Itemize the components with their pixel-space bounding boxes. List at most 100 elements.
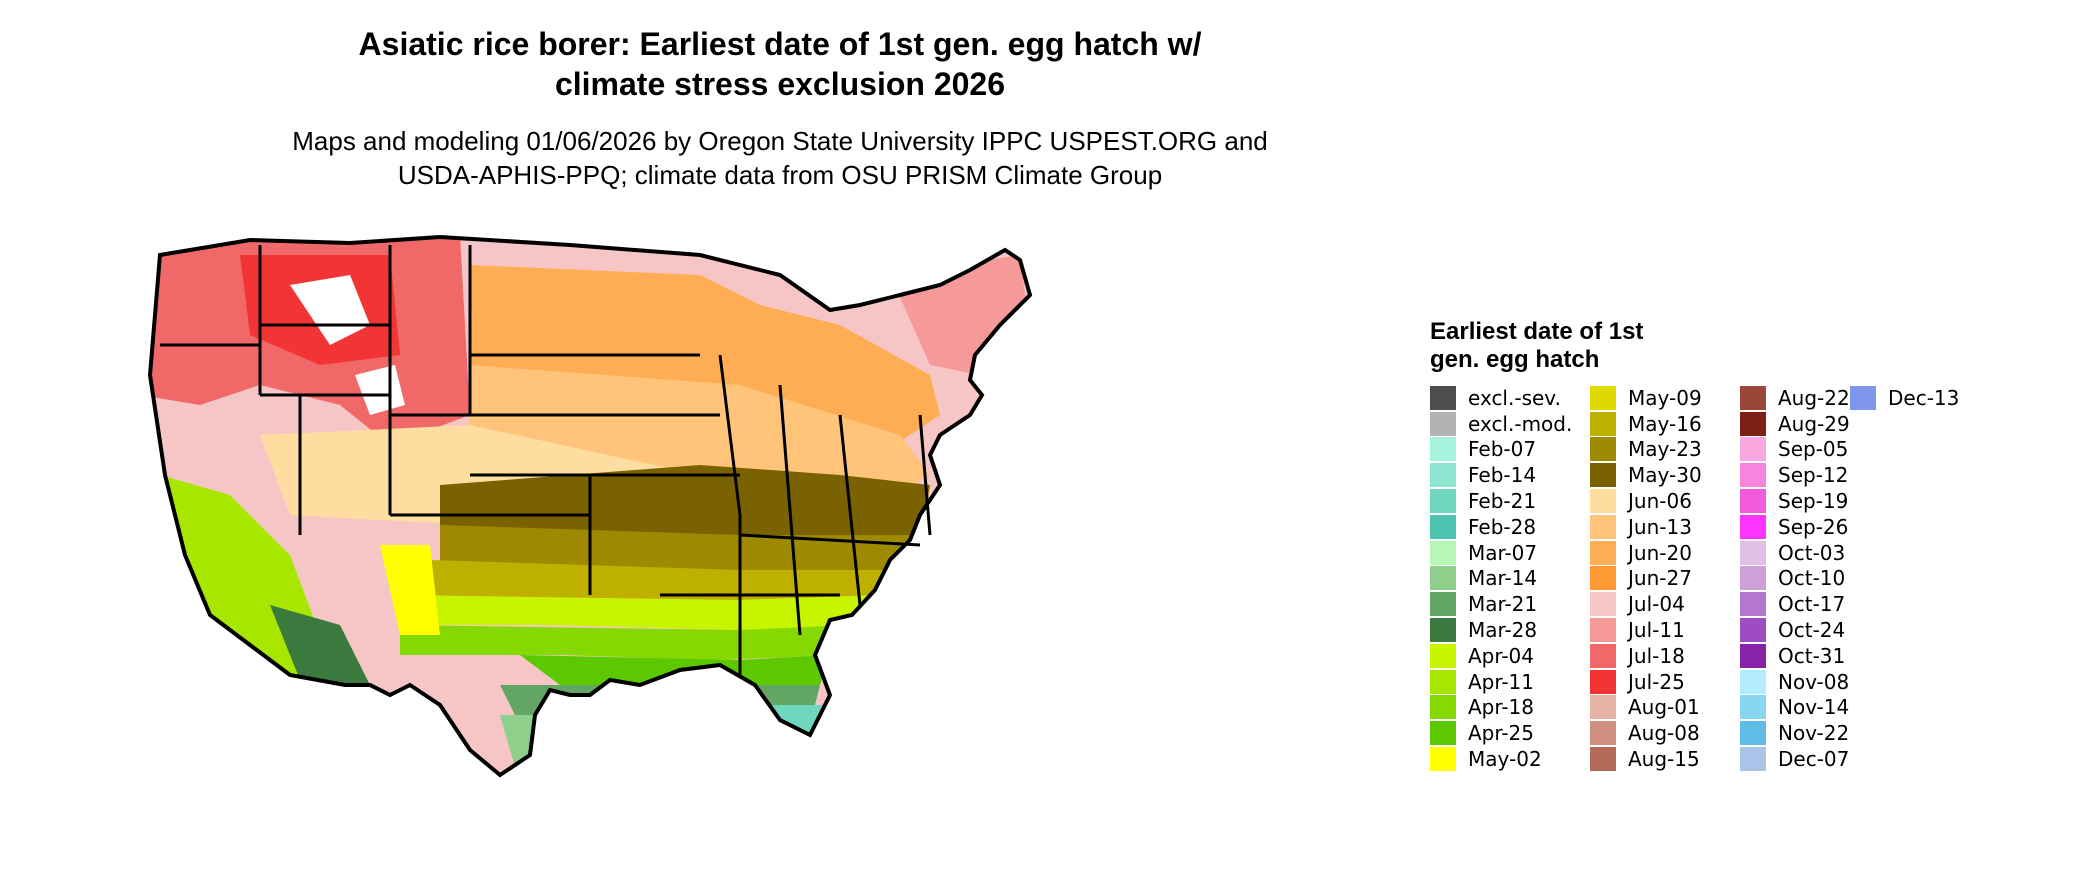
legend-label: May-23 bbox=[1628, 437, 1702, 462]
legend-item: May-09 bbox=[1590, 385, 1702, 411]
legend-item: Oct-03 bbox=[1740, 540, 1850, 566]
legend-label: Apr-11 bbox=[1468, 669, 1534, 694]
legend-label: Jun-27 bbox=[1628, 566, 1692, 591]
legend-label: Jul-18 bbox=[1628, 643, 1685, 668]
legend-item: Jul-04 bbox=[1590, 591, 1702, 617]
legend-swatch bbox=[1590, 437, 1616, 462]
legend-swatch bbox=[1590, 463, 1616, 488]
legend-label: Apr-25 bbox=[1468, 721, 1534, 746]
legend-swatch bbox=[1740, 592, 1766, 617]
us-egg-hatch-map bbox=[147, 234, 1033, 778]
legend-swatch bbox=[1740, 566, 1766, 591]
legend-columns: excl.-sev. excl.-mod. Feb-07 Feb-14 Feb-21 Fe… bbox=[1430, 385, 2070, 785]
legend-label: May-30 bbox=[1628, 463, 1702, 488]
legend-column-4: Dec-13 bbox=[1850, 385, 1959, 411]
legend-item: Apr-18 bbox=[1430, 695, 1572, 721]
legend-swatch bbox=[1740, 721, 1766, 746]
legend-label: Dec-13 bbox=[1888, 385, 1960, 410]
legend-swatch bbox=[1740, 695, 1766, 720]
legend-swatch bbox=[1740, 411, 1766, 436]
legend-label: Mar-28 bbox=[1468, 618, 1538, 643]
legend-item: Oct-17 bbox=[1740, 591, 1850, 617]
map-title: Asiatic rice borer: Earliest date of 1st… bbox=[260, 24, 1300, 104]
subtitle-line-1: Maps and modeling 01/06/2026 by Oregon S… bbox=[292, 126, 1268, 156]
legend-swatch bbox=[1430, 747, 1456, 772]
legend-swatch bbox=[1740, 437, 1766, 462]
legend-item: excl.-mod. bbox=[1430, 411, 1572, 437]
legend-swatch bbox=[1590, 489, 1616, 514]
legend-item: Mar-07 bbox=[1430, 540, 1572, 566]
legend-label: Jun-20 bbox=[1628, 540, 1692, 565]
legend-label: Aug-22 bbox=[1778, 385, 1850, 410]
legend-label: Feb-28 bbox=[1468, 514, 1537, 539]
legend-label: Feb-21 bbox=[1468, 489, 1537, 514]
legend-label: Mar-21 bbox=[1468, 592, 1538, 617]
map-subtitle: Maps and modeling 01/06/2026 by Oregon S… bbox=[230, 124, 1330, 192]
legend-item: Jul-25 bbox=[1590, 669, 1702, 695]
legend-swatch bbox=[1590, 669, 1616, 694]
legend-swatch bbox=[1590, 747, 1616, 772]
legend-item: Oct-10 bbox=[1740, 566, 1850, 592]
legend-swatch bbox=[1740, 489, 1766, 514]
legend-swatch bbox=[1740, 514, 1766, 539]
legend-item: Jun-20 bbox=[1590, 540, 1702, 566]
legend-swatch bbox=[1430, 514, 1456, 539]
legend-item: Oct-31 bbox=[1740, 643, 1850, 669]
legend-item: Mar-28 bbox=[1430, 617, 1572, 643]
legend-item: May-02 bbox=[1430, 746, 1572, 772]
legend-item: Feb-21 bbox=[1430, 488, 1572, 514]
legend-item: Jul-18 bbox=[1590, 643, 1702, 669]
legend-swatch bbox=[1430, 437, 1456, 462]
legend-swatch bbox=[1430, 695, 1456, 720]
legend-swatch bbox=[1430, 540, 1456, 565]
legend-label: Oct-03 bbox=[1778, 540, 1846, 565]
legend-label: Mar-14 bbox=[1468, 566, 1538, 591]
legend-swatch bbox=[1590, 566, 1616, 591]
legend-title: Earliest date of 1st gen. egg hatch bbox=[1430, 318, 1644, 373]
legend-item: May-23 bbox=[1590, 437, 1702, 463]
legend-label: Oct-24 bbox=[1778, 618, 1846, 643]
legend-label: excl.-sev. bbox=[1468, 385, 1561, 410]
zone-apr-04 bbox=[400, 595, 880, 630]
legend-item: Apr-11 bbox=[1430, 669, 1572, 695]
legend-label: Jul-04 bbox=[1628, 592, 1685, 617]
legend-item: Nov-14 bbox=[1740, 695, 1850, 721]
legend-swatch bbox=[1430, 385, 1456, 410]
legend-label: Jun-06 bbox=[1628, 489, 1692, 514]
legend-item: Mar-14 bbox=[1430, 566, 1572, 592]
legend-label: Oct-10 bbox=[1778, 566, 1846, 591]
legend-item: Aug-29 bbox=[1740, 411, 1850, 437]
zone-excluded-peaks-co bbox=[355, 365, 405, 415]
legend-label: Feb-14 bbox=[1468, 463, 1537, 488]
legend-swatch bbox=[1740, 643, 1766, 668]
state-borders bbox=[160, 245, 932, 675]
legend-swatch bbox=[1430, 643, 1456, 668]
legend-label: Apr-04 bbox=[1468, 643, 1534, 668]
legend-item: Nov-22 bbox=[1740, 720, 1850, 746]
legend-swatch bbox=[1430, 669, 1456, 694]
zone-may-30 bbox=[440, 465, 930, 545]
zone-mar-14 bbox=[500, 715, 580, 775]
legend-label: Apr-18 bbox=[1468, 695, 1534, 720]
legend-item: Feb-28 bbox=[1430, 514, 1572, 540]
legend-label: Aug-01 bbox=[1628, 695, 1700, 720]
phenology-zones bbox=[150, 237, 1030, 775]
legend-label: Aug-08 bbox=[1628, 721, 1700, 746]
legend-label: Dec-07 bbox=[1778, 747, 1850, 772]
legend-item: Sep-26 bbox=[1740, 514, 1850, 540]
us-outline bbox=[147, 234, 1033, 778]
zone-apr-18 bbox=[400, 625, 850, 660]
legend-swatch bbox=[1430, 411, 1456, 436]
legend-item: May-16 bbox=[1590, 411, 1702, 437]
legend-item: Sep-12 bbox=[1740, 462, 1850, 488]
legend-label: Mar-07 bbox=[1468, 540, 1538, 565]
legend-item: May-30 bbox=[1590, 462, 1702, 488]
legend-label: Aug-15 bbox=[1628, 747, 1700, 772]
legend-swatch bbox=[1430, 592, 1456, 617]
legend-swatch bbox=[1590, 721, 1616, 746]
legend-swatch bbox=[1740, 618, 1766, 643]
legend-label: Sep-26 bbox=[1778, 514, 1849, 539]
legend-label: Nov-22 bbox=[1778, 721, 1850, 746]
legend-item: Jun-13 bbox=[1590, 514, 1702, 540]
legend-swatch bbox=[1590, 411, 1616, 436]
